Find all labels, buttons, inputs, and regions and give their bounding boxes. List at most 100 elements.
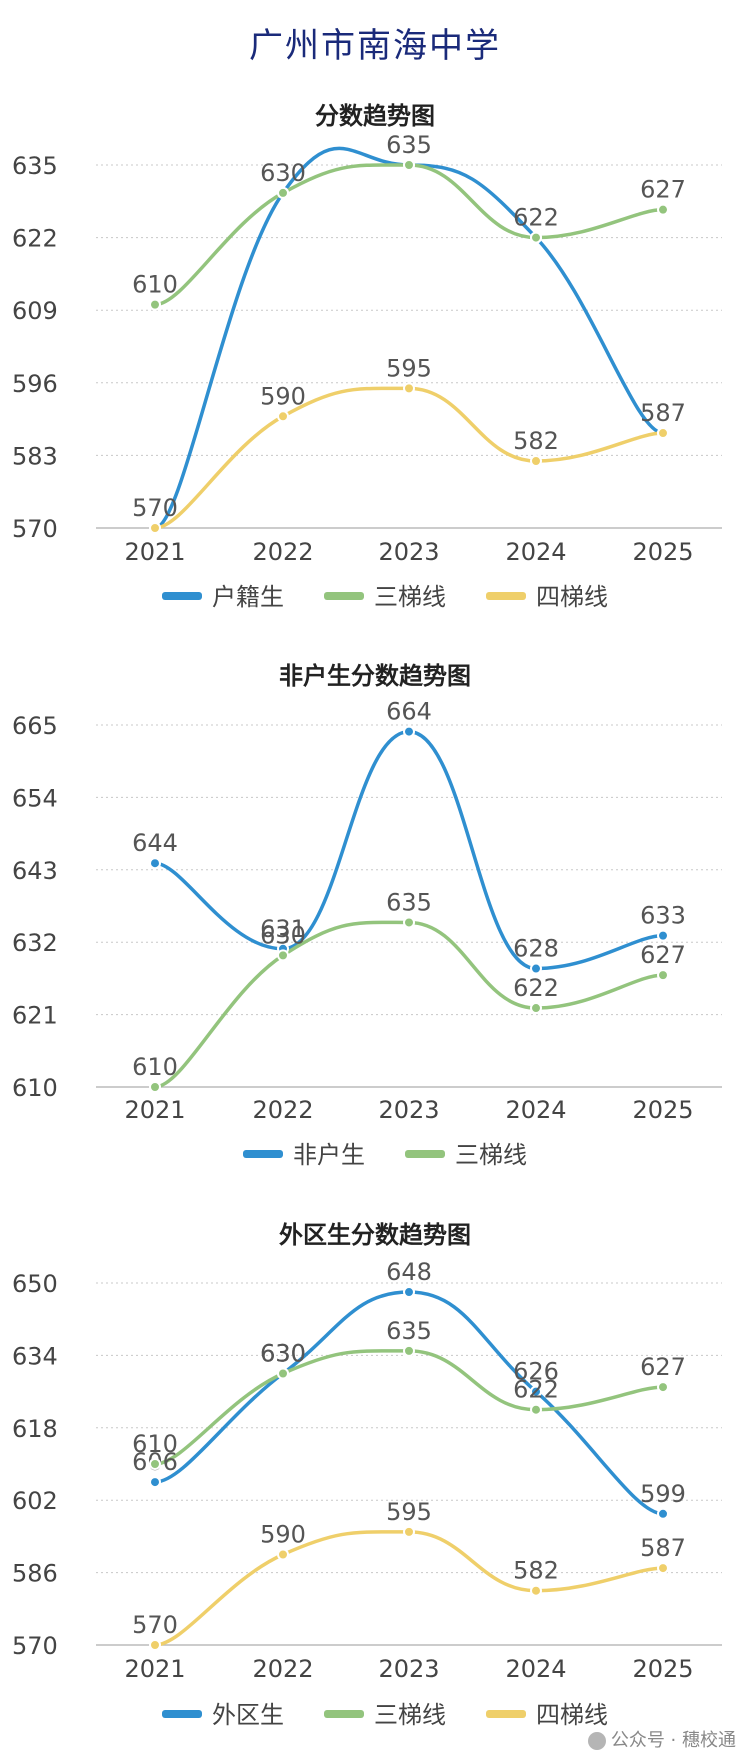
data-point xyxy=(149,1639,161,1651)
x-tick-label: 2023 xyxy=(378,538,439,566)
x-tick-label: 2022 xyxy=(252,538,313,566)
data-label: 610 xyxy=(132,1053,178,1081)
data-label: 570 xyxy=(132,494,178,522)
legend-swatch xyxy=(243,1150,283,1158)
data-label: 630 xyxy=(260,159,306,187)
data-point xyxy=(530,1403,542,1416)
y-tick-label: 643 xyxy=(12,857,58,885)
data-point xyxy=(403,382,415,395)
y-tick-label: 570 xyxy=(12,515,58,543)
data-point xyxy=(277,186,289,199)
data-label: 626 xyxy=(513,1358,559,1386)
y-tick-label: 650 xyxy=(12,1270,58,1298)
data-point xyxy=(149,1081,161,1093)
y-tick-label: 622 xyxy=(12,225,58,253)
y-tick-label: 596 xyxy=(12,370,58,398)
data-point xyxy=(403,916,415,929)
legend-label: 三梯线 xyxy=(455,1141,527,1169)
data-point xyxy=(149,857,161,870)
data-point xyxy=(657,427,669,440)
data-label: 622 xyxy=(513,974,559,1002)
x-tick-label: 2023 xyxy=(378,1096,439,1124)
data-label: 631 xyxy=(260,915,306,943)
data-point xyxy=(277,410,289,423)
data-label: 587 xyxy=(640,399,686,427)
chart-title: 非户生分数趋势图 xyxy=(279,662,471,690)
data-point xyxy=(530,1584,542,1597)
data-point xyxy=(403,1344,415,1357)
data-label: 635 xyxy=(386,1317,432,1345)
x-tick-label: 2024 xyxy=(505,1096,566,1124)
series-line xyxy=(153,1530,665,1647)
y-tick-label: 583 xyxy=(12,442,58,470)
watermark: 公众号 · 穗校通 xyxy=(587,1726,736,1752)
data-label: 627 xyxy=(640,1353,686,1381)
data-point xyxy=(530,1002,542,1015)
data-label: 630 xyxy=(260,921,306,949)
y-tick-label: 618 xyxy=(12,1415,58,1443)
data-point xyxy=(657,929,669,942)
data-label: 644 xyxy=(132,829,178,857)
legend-label: 四梯线 xyxy=(536,583,608,611)
data-point xyxy=(403,725,415,738)
legend-label: 三梯线 xyxy=(374,1701,446,1729)
data-label: 590 xyxy=(260,382,306,410)
series-line xyxy=(153,1349,665,1466)
legend-swatch xyxy=(486,1710,526,1718)
data-point xyxy=(277,949,289,962)
data-point xyxy=(530,231,542,244)
legend-label: 非户生 xyxy=(293,1141,365,1169)
chart-title: 外区生分数趋势图 xyxy=(279,1221,471,1249)
data-label: 627 xyxy=(640,941,686,969)
data-point xyxy=(530,454,542,467)
y-tick-label: 602 xyxy=(12,1487,58,1515)
data-point xyxy=(149,1476,161,1489)
data-point xyxy=(277,1548,289,1561)
data-point xyxy=(530,962,542,975)
y-tick-label: 609 xyxy=(12,297,58,325)
y-tick-label: 654 xyxy=(12,784,58,812)
y-tick-label: 665 xyxy=(12,712,58,740)
y-tick-label: 621 xyxy=(12,1002,58,1030)
data-label: 628 xyxy=(513,935,559,963)
page-title: 广州市南海中学 xyxy=(249,26,501,66)
x-tick-label: 2022 xyxy=(252,1096,313,1124)
data-label: 630 xyxy=(260,1340,306,1368)
legend-label: 四梯线 xyxy=(536,1701,608,1729)
y-tick-label: 570 xyxy=(12,1632,58,1660)
data-point xyxy=(149,298,161,311)
data-label: 590 xyxy=(260,1521,306,1549)
data-label: 635 xyxy=(386,131,432,159)
data-label: 630 xyxy=(260,1340,306,1368)
data-point xyxy=(657,969,669,982)
legend-swatch xyxy=(324,592,364,600)
data-point xyxy=(530,1385,542,1398)
legend-swatch xyxy=(405,1150,445,1158)
data-point xyxy=(403,1525,415,1538)
data-label: 622 xyxy=(513,1376,559,1404)
data-label: 627 xyxy=(640,176,686,204)
data-label: 664 xyxy=(386,698,432,726)
data-point xyxy=(403,1286,415,1299)
y-tick-label: 632 xyxy=(12,929,58,957)
data-label: 582 xyxy=(513,1557,559,1585)
x-tick-label: 2025 xyxy=(632,1655,693,1683)
data-point xyxy=(657,1507,669,1520)
chart-title: 分数趋势图 xyxy=(315,102,435,130)
x-tick-label: 2025 xyxy=(632,538,693,566)
x-tick-label: 2022 xyxy=(252,1655,313,1683)
legend-swatch xyxy=(486,592,526,600)
data-label: 599 xyxy=(640,1480,686,1508)
x-tick-label: 2024 xyxy=(505,538,566,566)
y-tick-label: 635 xyxy=(12,152,58,180)
data-label: 635 xyxy=(386,888,432,916)
data-point xyxy=(657,1562,669,1575)
data-label: 570 xyxy=(132,1611,178,1639)
data-label: 622 xyxy=(513,204,559,232)
data-label: 633 xyxy=(640,902,686,930)
data-point xyxy=(277,1367,289,1380)
watermark-text: 公众号 · 穗校通 xyxy=(610,1730,736,1751)
